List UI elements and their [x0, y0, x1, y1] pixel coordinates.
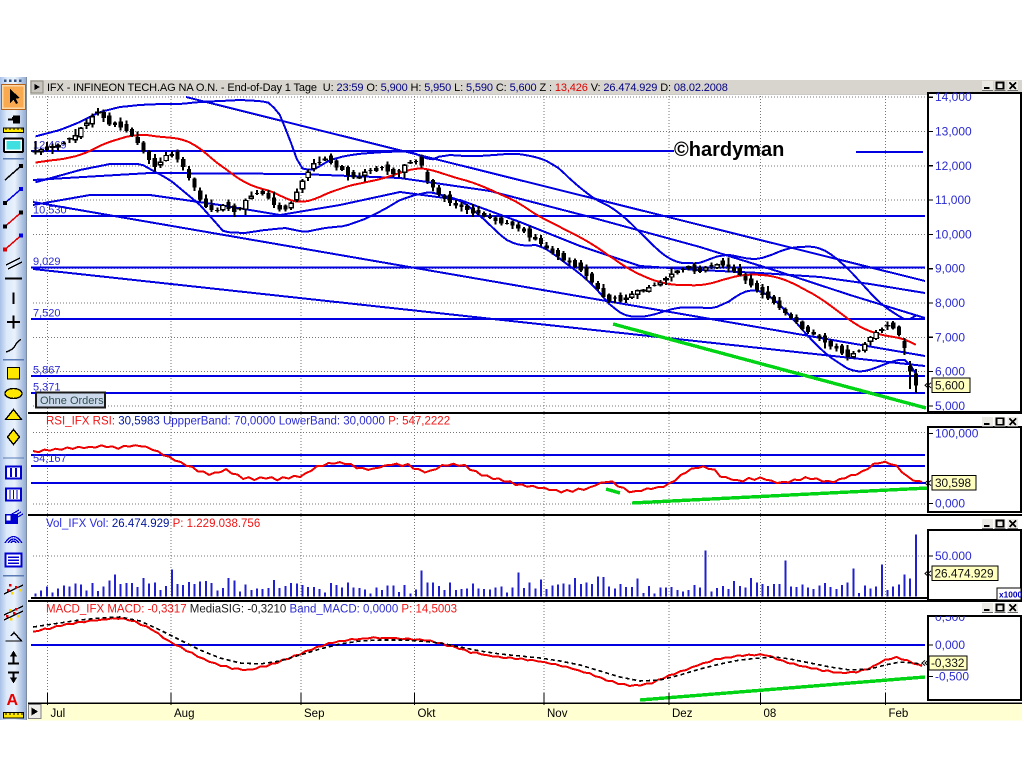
svg-text:14,000: 14,000: [935, 90, 972, 104]
svg-text:-0,500: -0,500: [935, 670, 969, 684]
svg-text:Aug: Aug: [174, 708, 194, 720]
svg-text:Feb: Feb: [889, 708, 909, 720]
svg-text:9,029: 9,029: [33, 256, 61, 268]
svg-text:A: A: [7, 692, 19, 709]
svg-text:RSI_IFX RSI: 30,5983 UppperBan: RSI_IFX RSI: 30,5983 UppperBand: 70,0000…: [46, 416, 450, 428]
svg-text:6,000: 6,000: [935, 365, 965, 379]
svg-text:26.474.929: 26.474.929: [935, 567, 994, 581]
svg-text:08: 08: [764, 708, 777, 720]
svg-text:5,371: 5,371: [33, 382, 61, 394]
svg-text:30,598: 30,598: [935, 476, 972, 490]
svg-text:12,469: 12,469: [33, 140, 67, 152]
svg-text:5,867: 5,867: [33, 365, 61, 377]
svg-text:50.000: 50.000: [935, 549, 972, 563]
svg-text:54,167: 54,167: [33, 453, 67, 465]
svg-text:100,000: 100,000: [935, 427, 979, 441]
svg-text:5,000: 5,000: [935, 399, 965, 413]
svg-text:0,500: 0,500: [935, 610, 965, 624]
svg-text:Jul: Jul: [51, 708, 66, 720]
svg-text:Sep: Sep: [304, 708, 324, 720]
svg-text:0,000: 0,000: [935, 638, 965, 652]
svg-text:IFX - INFINEON TECH.AG NA O.N.: IFX - INFINEON TECH.AG NA O.N. - End-of-…: [47, 82, 728, 94]
svg-text:13,000: 13,000: [935, 125, 972, 139]
svg-text:-0,332: -0,332: [931, 656, 964, 670]
svg-text:MACD_IFX MACD: -0,3317 MediaSI: MACD_IFX MACD: -0,3317 MediaSIG: -0,3210…: [46, 604, 457, 616]
svg-text:Nov: Nov: [547, 708, 568, 720]
svg-text:Dez: Dez: [672, 708, 693, 720]
svg-text:0,000: 0,000: [935, 497, 965, 511]
svg-text:©hardyman: ©hardyman: [674, 139, 784, 161]
svg-text:10,000: 10,000: [935, 227, 972, 241]
svg-text:Vol_IFX Vol: 26.474.929 P: 1.2: Vol_IFX Vol: 26.474.929 P: 1.229.038.756: [46, 518, 260, 530]
svg-text:12,000: 12,000: [935, 159, 972, 173]
svg-text:10,530: 10,530: [33, 205, 67, 217]
svg-text:Ohne Orders: Ohne Orders: [40, 395, 104, 407]
svg-text:7,520: 7,520: [33, 308, 61, 320]
svg-text:Okt: Okt: [418, 708, 437, 720]
svg-text:x1000: x1000: [999, 589, 1022, 599]
svg-text:5,600: 5,600: [935, 379, 965, 393]
svg-text:7,000: 7,000: [935, 330, 965, 344]
svg-text:9,000: 9,000: [935, 262, 965, 276]
svg-text:8,000: 8,000: [935, 296, 965, 310]
svg-text:11,000: 11,000: [935, 193, 971, 207]
